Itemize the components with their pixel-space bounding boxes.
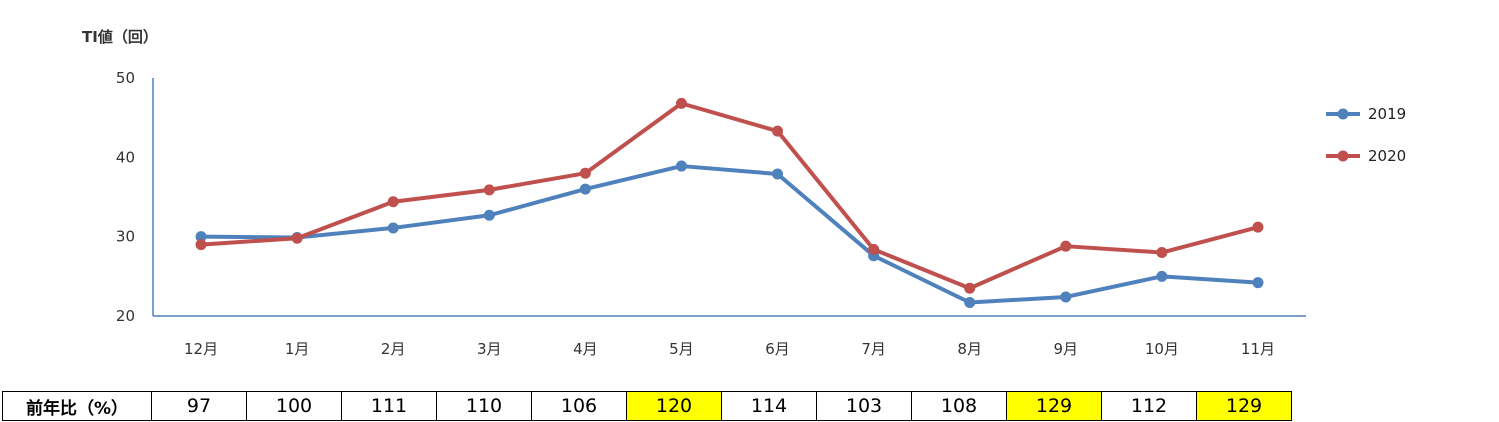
data-point bbox=[291, 232, 303, 244]
x-tick-label: 10月 bbox=[1145, 340, 1179, 358]
data-point bbox=[483, 209, 495, 221]
y-tick-label: 50 bbox=[116, 69, 135, 87]
legend-label: 2019 bbox=[1368, 105, 1406, 123]
data-point bbox=[772, 168, 784, 180]
ratio-cell: 103 bbox=[816, 391, 912, 421]
x-tick-label: 11月 bbox=[1241, 340, 1275, 358]
series-line bbox=[200, 101, 1259, 291]
line-chart: TI値（回） 20 30 40 50 12月 1月 2月 3月 4月 5月 6月 7月 8月 9月 10月… bbox=[82, 28, 1406, 358]
ratio-row-label: 前年比（%） bbox=[2, 391, 152, 421]
x-tick-label: 1月 bbox=[285, 340, 310, 358]
table-row: 前年比（%） 97 100 111 110 106 120 114 103 108 129 112 1… bbox=[2, 391, 1292, 421]
y-tick-label: 20 bbox=[116, 307, 135, 325]
data-point bbox=[675, 160, 687, 172]
yoy-ratio-table: 前年比（%） 97 100 111 110 106 120 114 103 108 129 112 1… bbox=[2, 391, 1292, 421]
ratio-cell: 129 bbox=[1006, 391, 1102, 421]
series-layer bbox=[195, 97, 1264, 309]
legend-item-2020: 2020 bbox=[1326, 147, 1406, 165]
x-tick-label: 8月 bbox=[957, 340, 982, 358]
data-point bbox=[1060, 291, 1072, 303]
ratio-cell: 129 bbox=[1196, 391, 1292, 421]
legend-item-2019: 2019 bbox=[1326, 105, 1406, 123]
ratio-cell: 114 bbox=[721, 391, 817, 421]
x-tick-label: 2月 bbox=[381, 340, 406, 358]
y-tick-label: 40 bbox=[116, 148, 135, 166]
y-tick-label: 30 bbox=[116, 228, 135, 246]
data-point bbox=[195, 239, 207, 251]
legend: 2019 2020 bbox=[1326, 105, 1406, 165]
y-axis: 20 30 40 50 bbox=[116, 69, 154, 325]
x-tick-label: 7月 bbox=[861, 340, 886, 358]
data-point bbox=[1060, 240, 1072, 252]
legend-marker bbox=[1337, 108, 1349, 120]
ratio-cell: 112 bbox=[1101, 391, 1197, 421]
ratio-cell: 108 bbox=[911, 391, 1007, 421]
y-axis-label: TI値（回） bbox=[82, 28, 158, 46]
data-point bbox=[1252, 221, 1264, 233]
ratio-cell: 100 bbox=[246, 391, 342, 421]
data-point bbox=[195, 231, 207, 243]
ratio-cell: 97 bbox=[151, 391, 247, 421]
ratio-cell: 106 bbox=[531, 391, 627, 421]
data-point bbox=[387, 196, 399, 208]
ratio-cell: 111 bbox=[341, 391, 437, 421]
ratio-cell: 120 bbox=[626, 391, 722, 421]
data-point bbox=[579, 183, 591, 195]
data-point bbox=[1156, 247, 1168, 259]
data-point bbox=[964, 282, 976, 294]
data-point bbox=[868, 243, 880, 255]
data-point bbox=[1252, 277, 1264, 289]
x-tick-label: 5月 bbox=[669, 340, 694, 358]
legend-label: 2020 bbox=[1368, 147, 1406, 165]
x-tick-label: 9月 bbox=[1054, 340, 1079, 358]
x-tick-label: 12月 bbox=[184, 340, 218, 358]
legend-marker bbox=[1337, 150, 1349, 162]
data-point bbox=[387, 222, 399, 234]
ratio-cell: 110 bbox=[436, 391, 532, 421]
data-point bbox=[483, 184, 495, 196]
data-point bbox=[675, 97, 687, 109]
series-2020 bbox=[195, 97, 1264, 294]
series-2019 bbox=[195, 160, 1264, 309]
x-tick-label: 3月 bbox=[477, 340, 502, 358]
data-point bbox=[579, 167, 591, 179]
x-tick-label: 6月 bbox=[765, 340, 790, 358]
data-point bbox=[772, 125, 784, 137]
data-point bbox=[1156, 270, 1168, 282]
data-point bbox=[964, 297, 976, 309]
x-tick-label: 4月 bbox=[573, 340, 598, 358]
x-axis: 12月 1月 2月 3月 4月 5月 6月 7月 8月 9月 10月 11月 bbox=[153, 315, 1306, 358]
series-line bbox=[201, 164, 1259, 305]
